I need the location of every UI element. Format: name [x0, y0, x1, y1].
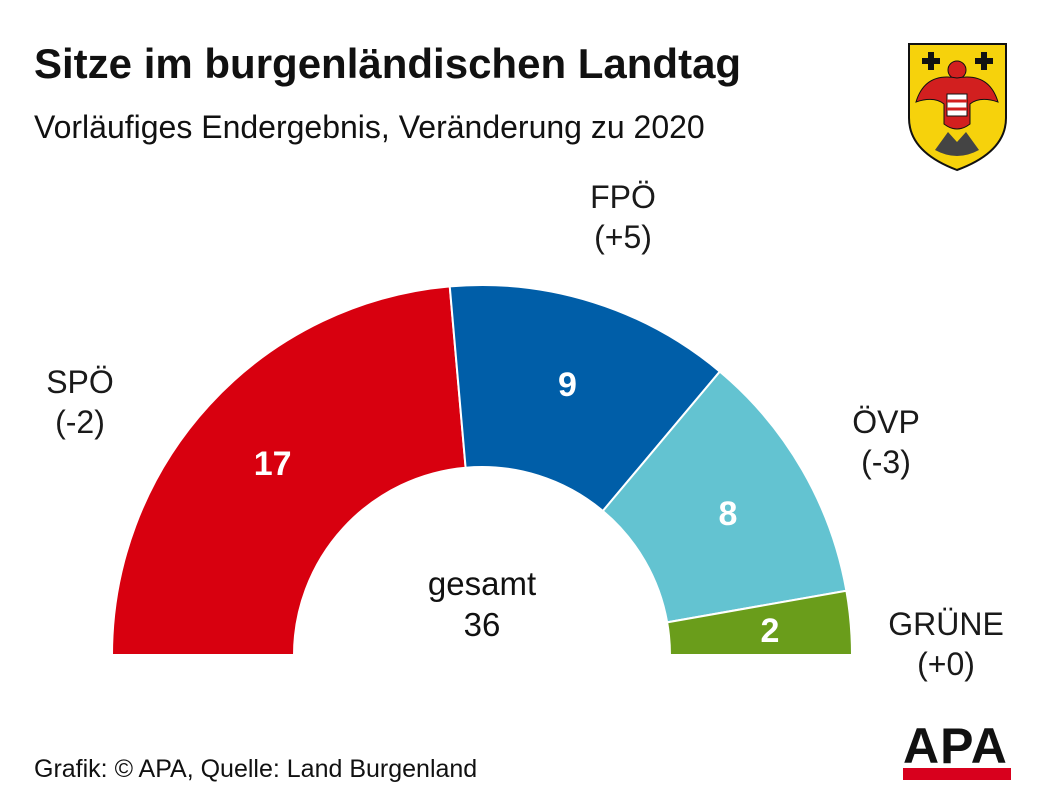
- slice-grune: [665, 589, 854, 656]
- party-name-grune: GRÜNE: [888, 606, 1004, 642]
- seat-slices: [110, 284, 854, 656]
- source-note: Grafik: © APA, Quelle: Land Burgenland: [34, 755, 477, 783]
- party-name-spo: SPÖ: [46, 364, 114, 400]
- party-change-grune: (+0): [917, 646, 975, 682]
- seat-count-fpo: 9: [558, 366, 577, 404]
- seat-count-spo: 17: [254, 445, 292, 483]
- party-change-spo: (-2): [55, 404, 105, 440]
- coat-of-arms-icon: [908, 43, 1007, 172]
- party-name-ovp: ÖVP: [852, 404, 920, 440]
- apa-logo: APA: [903, 718, 1011, 780]
- slice-fpo: [448, 284, 722, 513]
- seat-labels: 17 9 8 2: [254, 366, 780, 650]
- apa-logo-text: APA: [903, 718, 1008, 774]
- party-change-ovp: (-3): [861, 444, 911, 480]
- apa-logo-bar: [903, 768, 1011, 780]
- slice-ovp: [601, 370, 848, 624]
- seat-count-ovp: 8: [718, 495, 737, 533]
- chart-subtitle: Vorläufiges Endergebnis, Veränderung zu …: [34, 109, 705, 145]
- seat-count-grune: 2: [760, 612, 779, 650]
- party-name-fpo: FPÖ: [590, 179, 656, 215]
- chart-title: Sitze im burgenländischen Landtag: [34, 40, 741, 87]
- party-change-fpo: (+5): [594, 219, 652, 255]
- total-value: 36: [464, 606, 501, 643]
- party-labels: SPÖ (-2) FPÖ (+5) ÖVP (-3) GRÜNE (+0): [46, 179, 1004, 682]
- slice-spo: [110, 285, 467, 656]
- total-label: gesamt: [428, 565, 536, 602]
